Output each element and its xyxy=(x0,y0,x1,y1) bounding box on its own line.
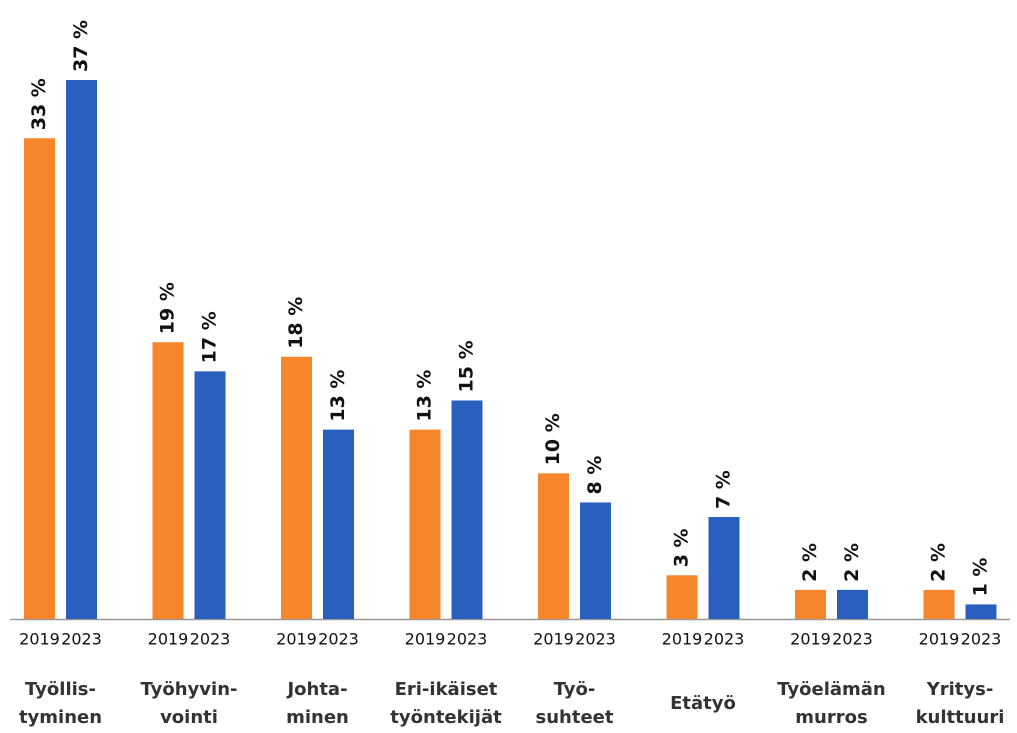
category-label: tyminen xyxy=(19,707,102,728)
year-label: 2023 xyxy=(318,630,359,649)
value-label: 33 % xyxy=(28,78,50,130)
bar xyxy=(152,342,184,619)
category-label: Työhyvin- xyxy=(141,679,238,700)
year-label: 2019 xyxy=(19,630,60,649)
year-label: 2019 xyxy=(405,630,446,649)
category-label: Työllis- xyxy=(25,679,96,700)
category-label: Yritys- xyxy=(926,679,994,700)
value-label: 7 % xyxy=(713,470,735,509)
year-label: 2023 xyxy=(190,630,231,649)
category-label: Johta- xyxy=(285,679,347,700)
category-label: Työ- xyxy=(554,679,596,700)
bar xyxy=(666,575,698,619)
value-label: 18 % xyxy=(285,297,307,349)
value-label: 13 % xyxy=(414,370,436,422)
bar xyxy=(708,517,740,619)
bar xyxy=(194,371,226,619)
bar xyxy=(66,80,97,619)
bar xyxy=(580,502,611,619)
category-label: Työelämän xyxy=(777,679,885,700)
value-label: 3 % xyxy=(671,528,693,567)
year-label: 2019 xyxy=(662,630,703,649)
year-label: 2019 xyxy=(533,630,574,649)
value-label: 17 % xyxy=(199,311,221,363)
year-label: 2023 xyxy=(61,630,102,649)
bar xyxy=(451,400,483,619)
bar xyxy=(837,589,868,619)
bar xyxy=(323,429,354,619)
year-label: 2023 xyxy=(704,630,745,649)
year-label: 2019 xyxy=(919,630,960,649)
value-label: 8 % xyxy=(584,456,606,495)
year-label: 2023 xyxy=(832,630,873,649)
value-label: 2 % xyxy=(799,543,821,582)
year-label: 2019 xyxy=(276,630,317,649)
year-label: 2023 xyxy=(575,630,616,649)
category-label: kulttuuri xyxy=(916,707,1005,728)
year-label: 2019 xyxy=(148,630,189,649)
value-label: 19 % xyxy=(157,282,179,334)
value-label: 2 % xyxy=(841,543,863,582)
category-label: suhteet xyxy=(536,707,614,728)
bar xyxy=(24,138,55,619)
category-label: Etätyö xyxy=(670,693,736,714)
value-label: 2 % xyxy=(928,543,950,582)
bar xyxy=(923,589,955,619)
bar xyxy=(538,473,569,619)
bar xyxy=(409,429,441,619)
year-label: 2023 xyxy=(961,630,1002,649)
year-label: 2019 xyxy=(790,630,831,649)
bar xyxy=(795,589,826,619)
value-label: 37 % xyxy=(70,20,92,72)
year-label: 2023 xyxy=(447,630,488,649)
category-label: minen xyxy=(286,707,349,728)
value-label: 1 % xyxy=(970,558,992,597)
category-label: työntekijät xyxy=(390,707,502,728)
value-label: 15 % xyxy=(456,340,478,392)
value-label: 10 % xyxy=(542,413,564,465)
category-label: murros xyxy=(795,707,867,728)
bar xyxy=(965,604,997,619)
value-label: 13 % xyxy=(327,370,349,422)
category-label: vointi xyxy=(160,707,218,728)
category-label: Eri-ikäiset xyxy=(395,679,498,700)
bar xyxy=(281,356,312,619)
